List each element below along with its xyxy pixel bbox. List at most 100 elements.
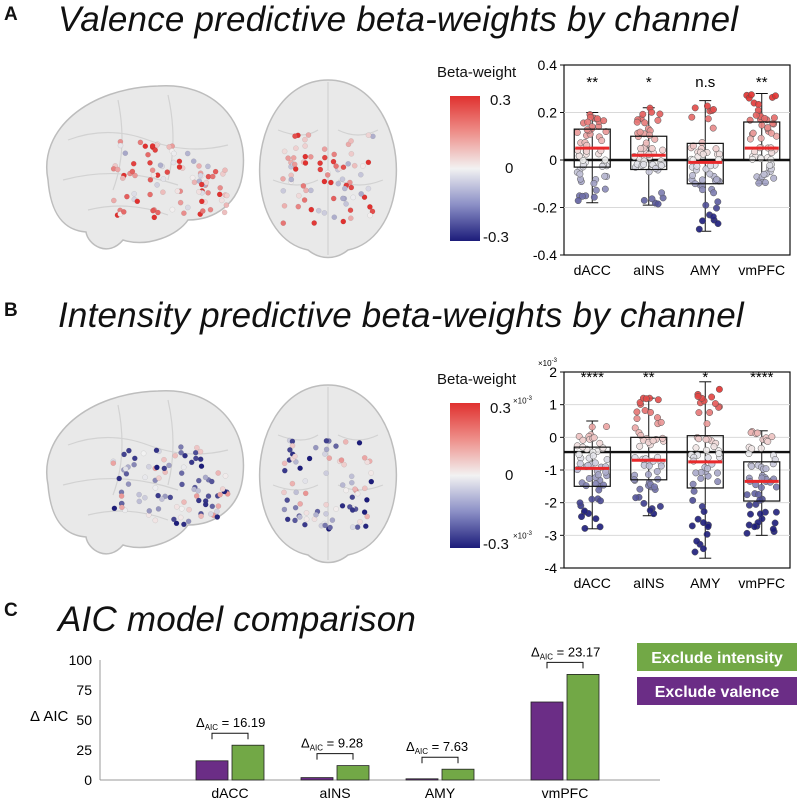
electrode-dot — [171, 150, 177, 157]
box-iqr — [630, 135, 668, 171]
bar-exclude-intensity — [231, 744, 265, 781]
category-label: vmPFC — [738, 575, 785, 591]
colorbar-b-mid: 0 — [505, 467, 514, 484]
electrode-dot — [361, 455, 368, 461]
electrode-dot — [343, 201, 349, 207]
data-point — [689, 172, 696, 179]
electrode-dot — [184, 150, 191, 157]
y-tick-label: 1 — [549, 397, 557, 413]
data-point — [767, 129, 775, 137]
data-point — [689, 496, 697, 504]
electrode-dot — [321, 178, 328, 185]
electrode-dot — [209, 503, 216, 510]
electrode-dot — [152, 485, 159, 491]
electrode-dot — [132, 455, 138, 462]
data-point — [706, 170, 714, 178]
electrode-dot — [322, 522, 328, 529]
electrode-dot — [214, 508, 220, 515]
data-point — [703, 420, 711, 428]
electrode-dot — [134, 198, 141, 205]
data-point — [709, 213, 717, 221]
data-point — [703, 102, 711, 110]
y-tick-label: 2 — [549, 364, 557, 380]
data-point — [649, 437, 657, 445]
electrode-dot — [125, 481, 132, 487]
colorbar-b — [450, 403, 480, 548]
electrode-dot — [222, 473, 229, 479]
data-point — [645, 168, 653, 176]
box-iqr — [573, 128, 611, 168]
electrode-dot — [171, 516, 177, 523]
data-point — [633, 118, 641, 126]
colorbar-a-max: 0.3 — [490, 92, 511, 109]
electrode-dot — [338, 457, 345, 463]
electrode-dot — [178, 470, 185, 476]
data-point — [747, 510, 754, 518]
electrode-dot — [215, 470, 221, 476]
electrode-dot — [327, 524, 333, 531]
electrode-dot — [223, 202, 230, 208]
electrode-dot — [280, 176, 286, 182]
electrode-dot — [364, 497, 370, 503]
electrode-dot — [205, 190, 211, 196]
electrode-dot — [351, 162, 358, 169]
electrode-dot — [323, 446, 330, 453]
data-point — [651, 135, 659, 143]
electrode-dot — [303, 187, 309, 194]
electrode-dot — [197, 448, 204, 455]
electrode-dot — [146, 508, 153, 514]
electrode-dot — [131, 461, 137, 468]
delta-aic-label: ΔAIC = 16.19 — [196, 715, 265, 732]
electrode-dot — [179, 481, 185, 488]
data-point — [652, 165, 660, 172]
bar-exclude-valence — [195, 760, 229, 781]
electrode-dot — [145, 151, 151, 158]
data-point — [699, 150, 707, 158]
electrode-dot — [195, 477, 202, 484]
electrode-dot — [223, 192, 230, 199]
electrode-dot — [333, 443, 339, 449]
y-tick-label: 0 — [549, 152, 557, 168]
data-point — [640, 499, 648, 507]
category-label: AMY — [690, 262, 721, 278]
data-point — [710, 443, 718, 451]
electrode-dot — [212, 168, 219, 175]
electrode-dot — [296, 514, 303, 520]
electrode-dot — [365, 159, 372, 166]
data-point — [582, 482, 590, 490]
electrode-dot — [177, 199, 184, 206]
box-iqr — [686, 435, 724, 489]
data-point — [578, 513, 585, 521]
y-tick-label: 25 — [76, 742, 92, 758]
electrode-dot — [287, 447, 293, 453]
electrode-dot — [199, 208, 206, 214]
electrode-dot — [207, 206, 214, 213]
electrode-dot — [116, 475, 122, 482]
electrode-dot — [349, 494, 356, 500]
data-point — [633, 408, 641, 416]
legend-swatch — [637, 643, 797, 671]
delta-value: = 16.19 — [218, 715, 265, 730]
data-point — [575, 152, 583, 160]
data-point — [600, 117, 608, 125]
data-point — [713, 204, 720, 212]
electrode-dot — [181, 521, 187, 528]
electrode-dot — [307, 154, 314, 160]
electrode-dot — [321, 146, 328, 152]
electrode-dot — [198, 463, 205, 469]
electrode-dot — [358, 191, 365, 197]
electrode-dot — [313, 511, 319, 518]
significance-label: ** — [643, 369, 655, 386]
data-point — [647, 408, 654, 416]
electrode-dot — [208, 478, 215, 485]
data-point — [693, 162, 701, 170]
electrode-dot — [357, 518, 363, 525]
delta-sub: AIC — [540, 652, 554, 661]
electrode-dot — [302, 490, 309, 497]
electrode-dot — [217, 491, 223, 498]
data-point — [699, 545, 707, 553]
data-point — [633, 415, 641, 423]
electrode-dot — [280, 188, 287, 194]
legend-swatch — [637, 677, 797, 705]
electrode-dot — [281, 489, 287, 496]
